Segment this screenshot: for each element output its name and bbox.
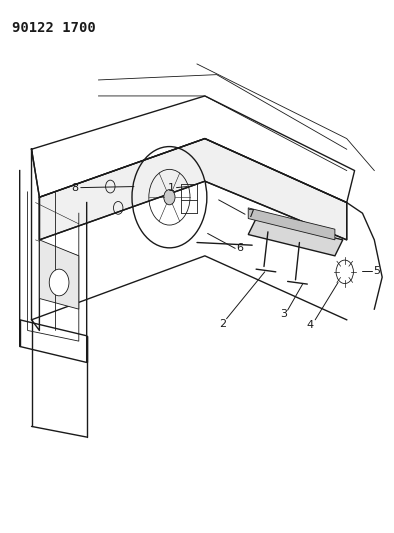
Polygon shape xyxy=(248,219,343,256)
Text: 7: 7 xyxy=(247,209,254,219)
Text: 90122 1700: 90122 1700 xyxy=(12,21,96,35)
Text: 5: 5 xyxy=(374,266,381,276)
Text: 6: 6 xyxy=(236,244,243,253)
Polygon shape xyxy=(39,139,347,240)
Circle shape xyxy=(164,190,175,205)
Text: 4: 4 xyxy=(307,320,314,330)
Polygon shape xyxy=(248,208,335,240)
Polygon shape xyxy=(39,240,79,309)
Text: 1: 1 xyxy=(168,183,175,192)
Text: 8: 8 xyxy=(71,183,78,192)
Text: 2: 2 xyxy=(219,319,226,329)
Circle shape xyxy=(49,269,69,296)
Text: 3: 3 xyxy=(280,310,287,319)
